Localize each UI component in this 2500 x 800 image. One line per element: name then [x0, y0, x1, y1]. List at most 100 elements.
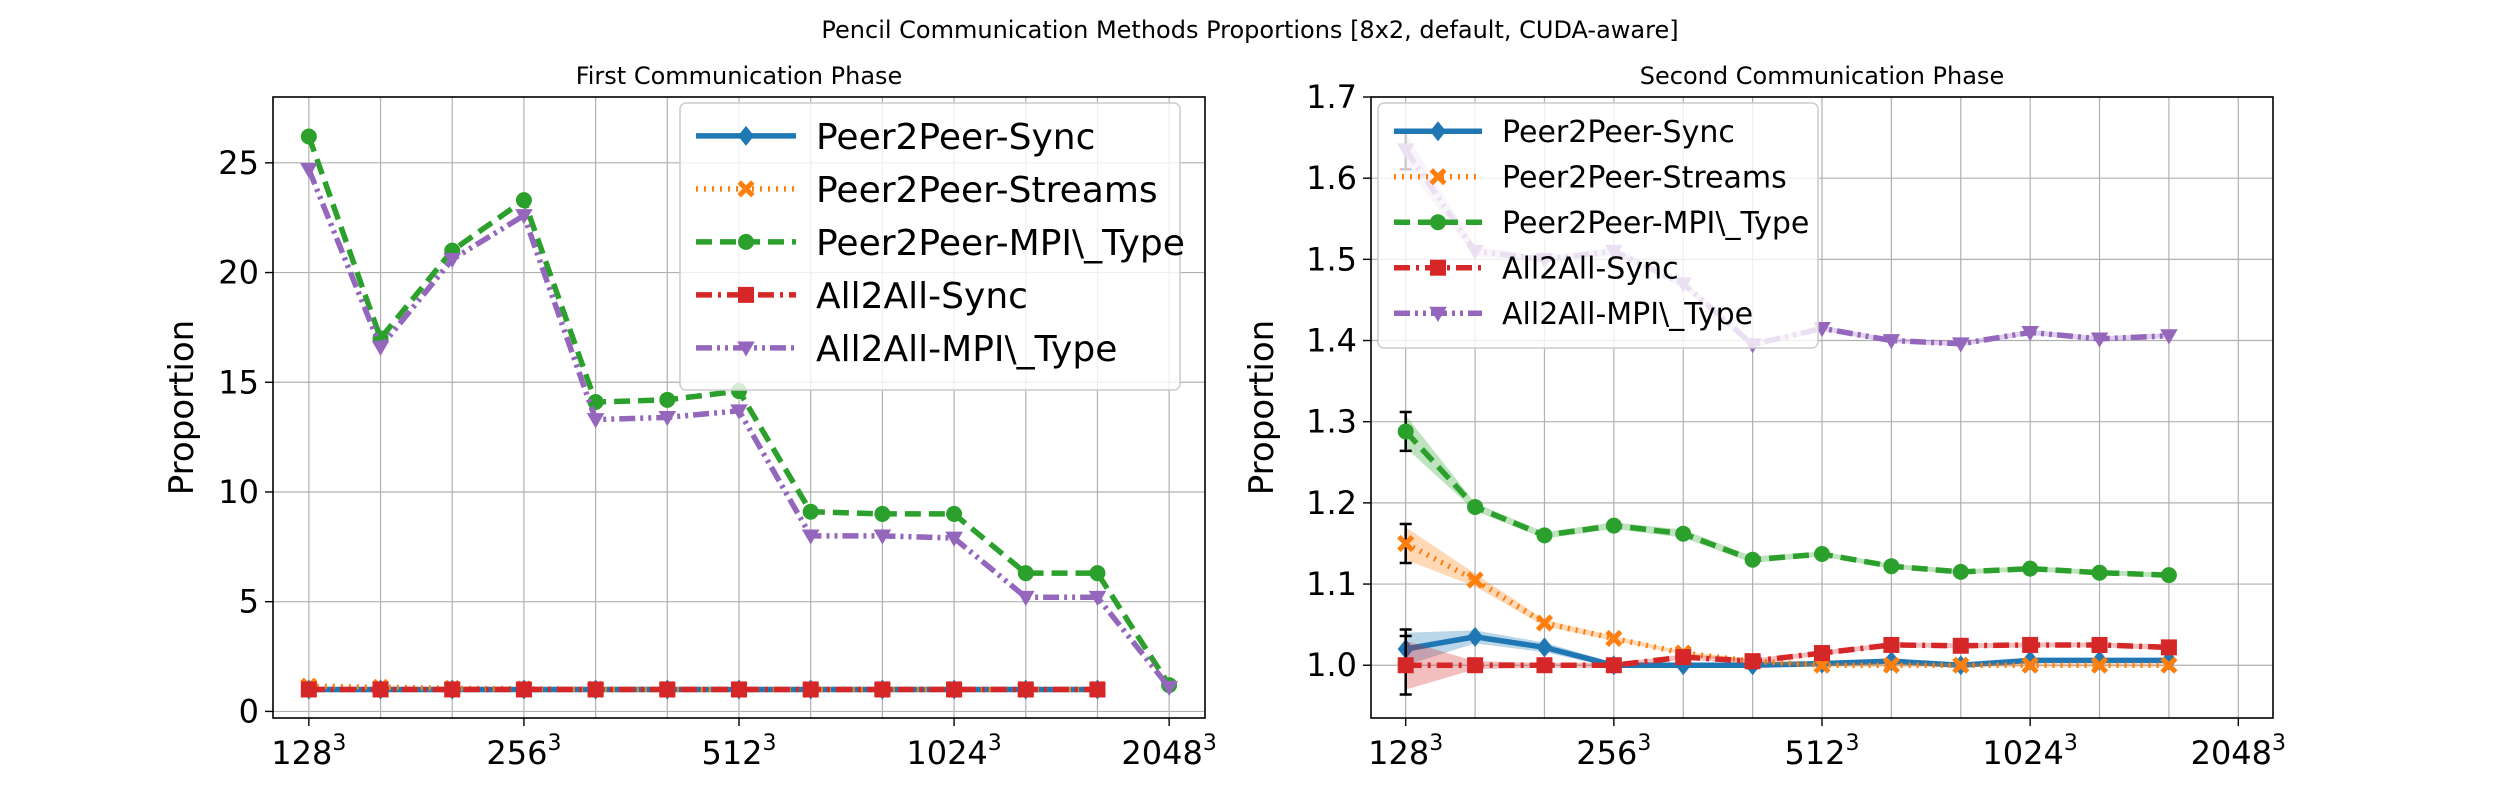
data-point-all2all-sync [731, 681, 747, 698]
y-tick-label: 1.1 [1306, 565, 1357, 603]
series-line-peer2peer-mpi-type [1403, 429, 2170, 578]
data-point-peer2peer-sync [2022, 650, 2039, 671]
x-tick-exponent: 3 [2272, 731, 2286, 756]
x-tick-label: 2563 [1576, 731, 1651, 772]
data-point-peer2peer-streams [1397, 534, 1415, 553]
x-tick-exponent: 3 [1846, 731, 1860, 756]
y-tick-label: 0 [239, 692, 259, 730]
data-point-all2all-mpi-type [2160, 329, 2178, 345]
y-tick-label: 1.5 [1306, 240, 1357, 278]
legend-label-all2all-sync: All2All-Sync [816, 276, 1028, 317]
data-point-all2all-sync [1017, 681, 1034, 698]
data-point-all2all-mpi-type [945, 531, 963, 547]
data-point-all2all-mpi-type [1016, 590, 1035, 607]
data-point-peer2peer-mpi-type [874, 505, 891, 522]
legend-marker-all2all-sync [1430, 259, 1446, 276]
data-point-peer2peer-sync [1536, 637, 1553, 658]
legend-label-peer2peer-sync: Peer2Peer-Sync [816, 117, 1095, 158]
data-point-all2all-sync [300, 681, 317, 698]
data-point-all2all-sync [372, 681, 389, 698]
x-tick-label: 5123 [701, 731, 776, 772]
y-tick-label: 1.2 [1306, 484, 1357, 522]
data-point-peer2peer-mpi-type [802, 503, 819, 520]
data-point-all2all-sync [1952, 637, 1969, 654]
y-tick-label: 20 [218, 254, 259, 292]
data-point-peer2peer-mpi-type [515, 192, 532, 209]
data-point-all2all-mpi-type [371, 340, 390, 356]
data-point-all2all-mpi-type [801, 529, 820, 545]
x-tick-label: 10243 [906, 731, 1001, 772]
legend-label-peer2peer-sync: Peer2Peer-Sync [1502, 115, 1735, 150]
legend-label-peer2peer-mpi-type: Peer2Peer-MPI\_Type [816, 223, 1185, 264]
data-point-all2all-sync [1814, 645, 1830, 662]
data-point-peer2peer-mpi-type [587, 394, 604, 411]
data-point-peer2peer-mpi-type [1467, 498, 1484, 515]
data-point-all2all-sync [515, 681, 532, 698]
legend-label-all2all-mpi-type: All2All-MPI\_Type [816, 329, 1117, 370]
x-tick-base: 2048 [1121, 734, 1202, 772]
data-point-peer2peer-mpi-type [1883, 558, 1900, 575]
data-point-peer2peer-mpi-type [946, 505, 963, 522]
data-point-all2all-sync [1536, 657, 1553, 674]
y-tick-label: 1.3 [1306, 403, 1357, 441]
data-point-peer2peer-streams [1605, 629, 1623, 648]
data-point-peer2peer-sync [1467, 626, 1484, 647]
legend-label-peer2peer-streams: Peer2Peer-Streams [816, 170, 1158, 211]
y-tick-label: 1.0 [1306, 646, 1357, 684]
legend-label-peer2peer-mpi-type: Peer2Peer-MPI\_Type [1502, 206, 1809, 241]
data-point-peer2peer-streams [1466, 571, 1484, 589]
x-tick-exponent: 3 [1637, 731, 1651, 756]
legend-marker-peer2peer-streams [1429, 168, 1447, 186]
data-point-all2all-sync [1467, 657, 1484, 674]
data-point-all2all-sync [2160, 639, 2177, 656]
x-tick-label: 20483 [2191, 731, 2286, 772]
x-tick-label: 5123 [1784, 731, 1859, 772]
x-tick-exponent: 3 [332, 731, 346, 756]
y-axis-label: Proportion [162, 320, 202, 495]
series-line-peer2peer-sync [1405, 634, 2169, 668]
y-tick-label: 1.7 [1306, 78, 1357, 116]
x-tick-base: 128 [1368, 734, 1429, 772]
data-point-all2all-mpi-type [1088, 590, 1107, 607]
data-point-all2all-sync [874, 681, 891, 698]
y-tick-label: 1.6 [1306, 159, 1357, 197]
legend-label-all2all-sync: All2All-Sync [1502, 252, 1679, 287]
figure-title: Pencil Communication Methods Proportions… [821, 16, 1678, 44]
data-point-peer2peer-mpi-type [1952, 563, 1969, 580]
data-point-all2all-sync [1397, 657, 1414, 674]
data-point-all2all-mpi-type [300, 163, 318, 179]
data-point-peer2peer-mpi-type [2160, 567, 2177, 584]
x-tick-base: 128 [271, 734, 332, 772]
data-point-peer2peer-mpi-type [1814, 546, 1830, 563]
data-point-peer2peer-mpi-type [1744, 551, 1761, 568]
data-point-peer2peer-mpi-type [2091, 564, 2108, 581]
data-point-all2all-mpi-type [873, 529, 892, 545]
series-line-all2all-sync [1405, 642, 2170, 668]
data-point-peer2peer-mpi-type [2022, 560, 2039, 577]
data-point-peer2peer-streams [2090, 656, 2109, 674]
data-point-peer2peer-streams [1535, 614, 1554, 632]
data-point-all2all-sync [946, 681, 963, 698]
x-tick-base: 1024 [1982, 734, 2063, 772]
data-point-all2all-sync [1744, 653, 1761, 670]
subplot-title: Second Communication Phase [1640, 62, 2004, 90]
legend-label-all2all-mpi-type: All2All-MPI\_Type [1502, 297, 1753, 332]
x-tick-base: 256 [486, 734, 547, 772]
y-tick-label: 5 [239, 583, 259, 621]
data-point-all2all-mpi-type [1160, 680, 1178, 697]
data-point-all2all-mpi-type [443, 252, 462, 269]
data-point-all2all-mpi-type [2090, 332, 2109, 348]
x-tick-label: 1283 [1368, 731, 1443, 772]
legend-marker-peer2peer-streams [737, 180, 755, 198]
x-tick-base: 512 [701, 734, 762, 772]
data-point-peer2peer-streams [2021, 656, 2039, 674]
data-point-all2all-sync [1605, 657, 1622, 674]
data-point-all2all-sync [802, 681, 819, 698]
data-point-peer2peer-mpi-type [1605, 517, 1622, 534]
x-tick-exponent: 3 [2064, 731, 2078, 756]
data-point-peer2peer-streams [1882, 656, 1900, 674]
y-axis-label: Proportion [1242, 320, 1282, 495]
